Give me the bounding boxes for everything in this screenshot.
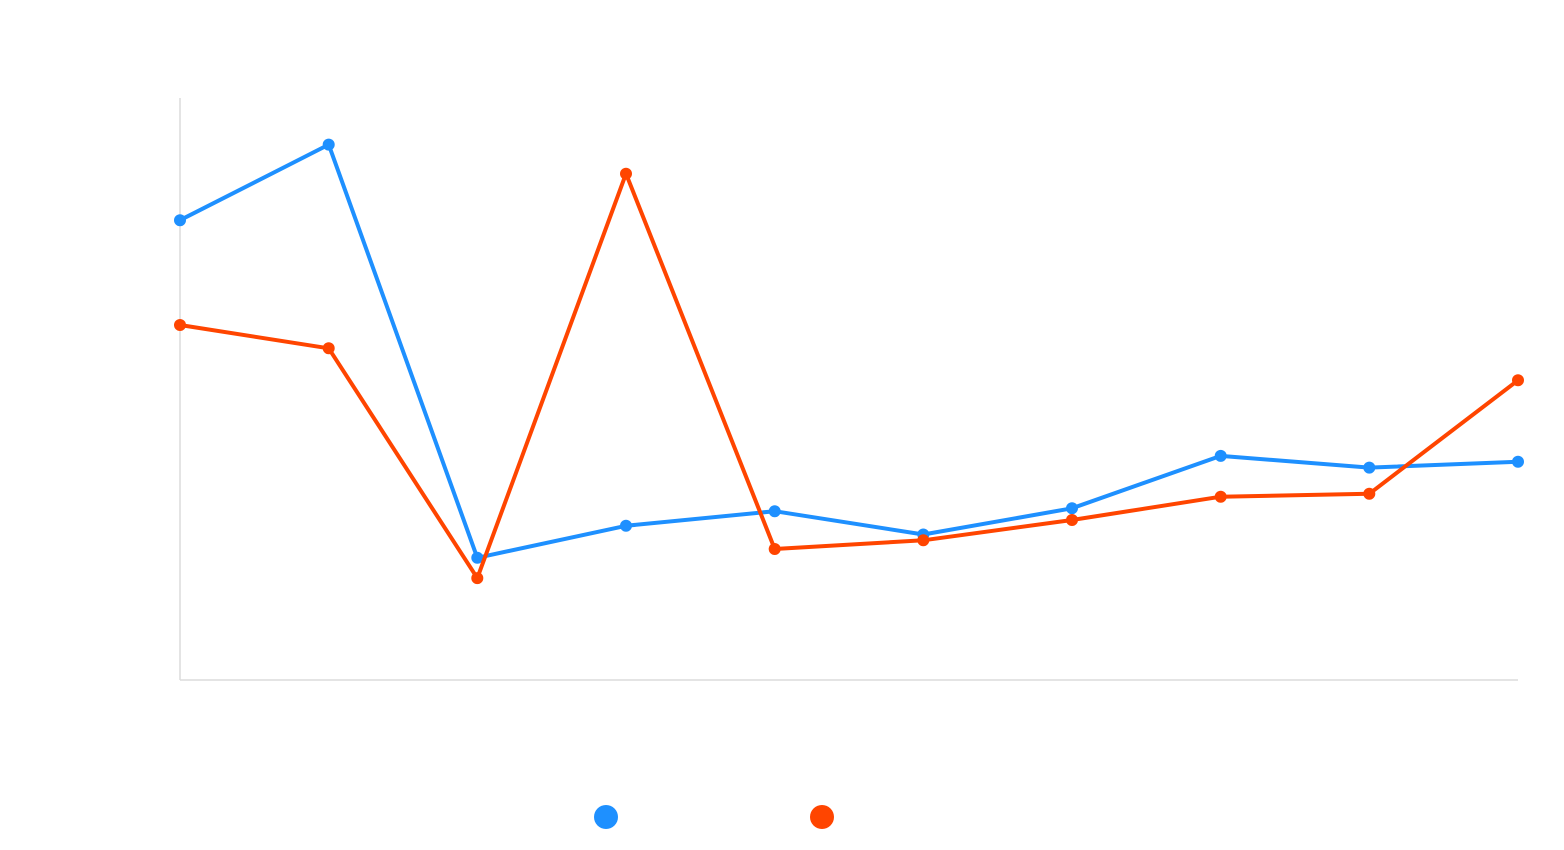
legend-item-2 xyxy=(810,805,834,829)
series-1-point xyxy=(620,519,632,532)
series-2-point xyxy=(917,534,930,547)
series-2-point xyxy=(620,167,632,180)
series-1-point xyxy=(768,505,781,518)
series-2 xyxy=(174,167,1524,585)
series-2-point xyxy=(1363,487,1376,500)
series-1-point xyxy=(322,138,335,151)
series-1-point xyxy=(1214,449,1227,462)
legend xyxy=(594,805,834,829)
series-2-line xyxy=(178,171,1520,581)
series-1-point xyxy=(174,214,186,227)
axes xyxy=(179,98,1518,681)
legend-marker xyxy=(810,805,834,829)
series-2-point xyxy=(471,572,484,585)
series-1 xyxy=(174,138,1524,564)
legend-item-1 xyxy=(594,805,618,829)
legend-marker xyxy=(594,805,618,829)
series-1-point xyxy=(471,551,484,564)
series-layer xyxy=(174,138,1524,585)
series-1-point xyxy=(1066,502,1078,515)
series-1-point xyxy=(1363,461,1376,474)
series-2-point xyxy=(1512,374,1524,387)
series-2-point xyxy=(174,319,186,331)
series-2-point xyxy=(1214,490,1227,503)
series-2-point xyxy=(322,342,335,355)
series-2-point xyxy=(1066,514,1078,526)
series-2-point xyxy=(768,543,781,555)
series-1-line xyxy=(178,142,1520,560)
series-1-point xyxy=(1512,455,1524,468)
